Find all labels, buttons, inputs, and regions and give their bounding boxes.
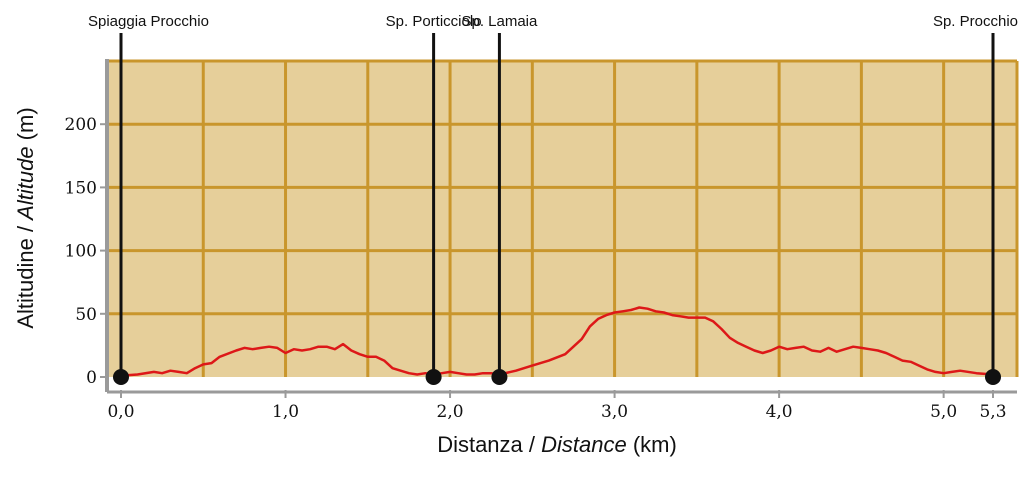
x-tick-label: 5,3 xyxy=(979,402,1006,422)
x-axis-title: Distanza / Distance (km) xyxy=(437,432,677,457)
waypoint-marker xyxy=(113,369,129,385)
y-tick-label: 100 xyxy=(65,242,97,262)
x-tick-label: 1,0 xyxy=(272,402,299,422)
y-tick-label: 50 xyxy=(75,305,97,325)
y-tick-label: 0 xyxy=(86,368,97,388)
waypoint-marker xyxy=(985,369,1001,385)
y-tick-label: 200 xyxy=(65,115,97,135)
x-tick-label: 2,0 xyxy=(437,402,464,422)
elevation-series-line xyxy=(120,306,994,377)
waypoint-marker xyxy=(425,369,442,385)
waypoint-label: Sp. Lamaia xyxy=(461,13,538,30)
x-tick-label: 3,0 xyxy=(601,402,628,422)
x-tick-label: 5,0 xyxy=(930,402,957,422)
plot-background xyxy=(107,61,1017,377)
y-tick-label: 150 xyxy=(65,178,97,198)
waypoint-marker xyxy=(491,369,508,385)
x-tick-label: 0,0 xyxy=(107,402,134,422)
y-axis-title: Altitudine / Altitude (m) xyxy=(13,107,38,328)
waypoint-label: Spiaggia Procchio xyxy=(88,13,209,30)
x-tick-label: 4,0 xyxy=(766,402,793,422)
waypoint-label: Sp. Porticciolo xyxy=(386,13,482,30)
waypoint-label: Sp. Procchio xyxy=(933,13,1018,30)
